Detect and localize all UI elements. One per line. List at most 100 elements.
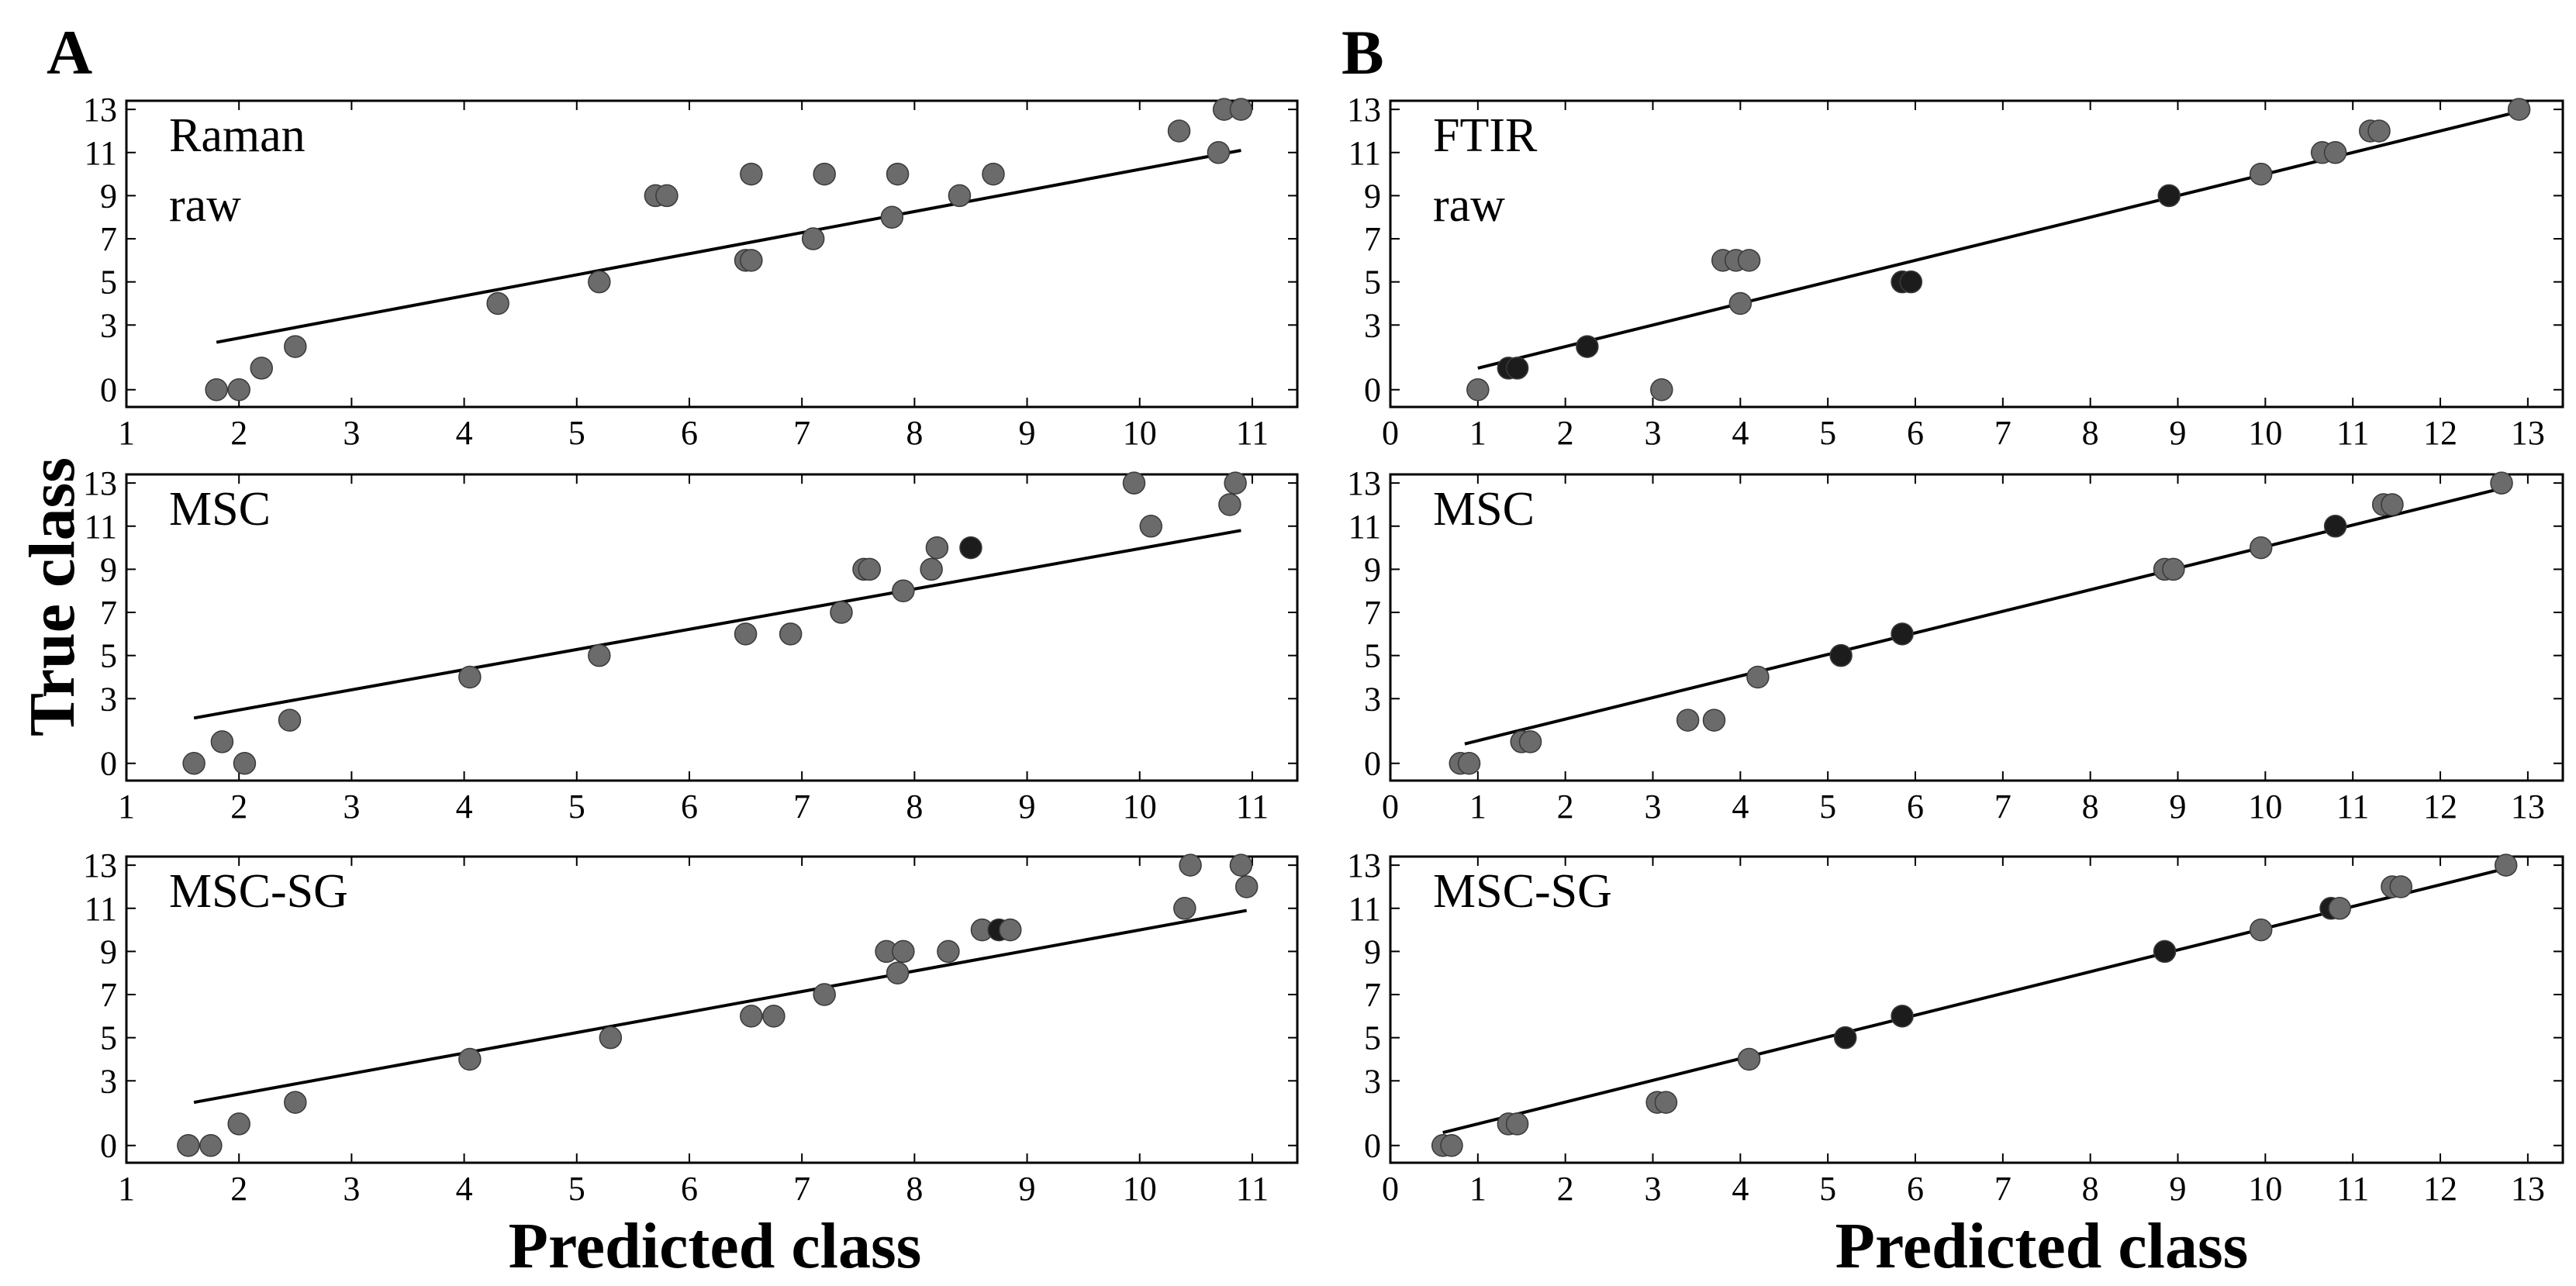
x-tick-label: 6 — [681, 788, 698, 826]
y-tick-label: 3 — [100, 680, 117, 718]
y-tick-label: 13 — [83, 846, 117, 884]
y-tick-label: 13 — [1347, 846, 1381, 884]
data-point — [1518, 730, 1542, 753]
y-tick-label: 7 — [100, 220, 117, 258]
x-tick-label: 11 — [1236, 414, 1269, 452]
data-point — [2367, 119, 2391, 143]
data-point — [1505, 1112, 1529, 1136]
y-tick-label: 11 — [85, 134, 117, 172]
x-tick-label: 3 — [343, 788, 360, 826]
y-tick-label: 11 — [85, 508, 117, 546]
x-tick-label: 11 — [2336, 1170, 2369, 1208]
data-point — [2249, 162, 2273, 186]
x-tick-label: 8 — [2082, 788, 2099, 826]
data-point — [1676, 709, 1700, 732]
x-tick-label: 1 — [118, 1170, 135, 1208]
data-point — [740, 249, 763, 272]
data-point — [892, 579, 915, 602]
x-tick-label: 7 — [1994, 788, 2011, 826]
x-axis-title-b: Predicted class — [1835, 1210, 2249, 1282]
data-point — [655, 184, 679, 208]
y-tick-label: 11 — [1348, 508, 1381, 546]
data-point — [2323, 141, 2347, 164]
y-tick-label: 7 — [1364, 594, 1381, 632]
data-point — [1737, 249, 1761, 272]
data-point — [920, 557, 943, 581]
data-point — [588, 270, 611, 294]
y-tick-label: 9 — [100, 177, 117, 215]
subplot-label: FTIR — [1433, 109, 1538, 162]
data-point — [1229, 853, 1253, 877]
y-tick-label: 13 — [1347, 464, 1381, 502]
x-tick-label: 5 — [568, 788, 585, 826]
y-tick-label: 0 — [100, 1127, 117, 1165]
data-point — [959, 536, 982, 560]
data-point — [948, 184, 972, 208]
x-tick-label: 10 — [2248, 788, 2282, 826]
data-point — [830, 601, 853, 624]
y-tick-label: 5 — [1364, 1019, 1381, 1057]
x-tick-label: 1 — [1469, 788, 1487, 826]
y-tick-label: 13 — [83, 464, 117, 502]
data-point — [734, 622, 758, 646]
data-point — [1833, 1026, 1857, 1050]
data-point — [740, 162, 763, 186]
data-point — [1891, 622, 1914, 646]
data-point — [2381, 493, 2404, 516]
data-point — [458, 665, 482, 689]
x-tick-label: 11 — [2336, 788, 2369, 826]
x-tick-label: 4 — [456, 788, 473, 826]
y-tick-label: 13 — [1347, 91, 1381, 129]
fit-line — [1477, 109, 2520, 370]
data-point — [2249, 918, 2273, 942]
x-tick-label: 10 — [2248, 1170, 2282, 1208]
data-point — [2507, 98, 2531, 121]
plot-frame — [125, 99, 1299, 409]
data-point — [801, 227, 825, 250]
x-tick-label: 13 — [2511, 1170, 2545, 1208]
x-tick-label: 0 — [1382, 788, 1399, 826]
plot-frame — [1389, 855, 2564, 1164]
data-point — [486, 291, 509, 315]
data-point — [813, 162, 836, 186]
x-tick-label: 3 — [1645, 1170, 1662, 1208]
data-point — [937, 940, 960, 964]
data-point — [2157, 184, 2181, 208]
x-tick-label: 2 — [1557, 414, 1574, 452]
fit-line — [193, 908, 1248, 1105]
data-point — [177, 1133, 200, 1157]
data-point — [1891, 1005, 1914, 1028]
data-point — [182, 751, 205, 775]
data-point — [1466, 378, 1490, 402]
data-point — [278, 709, 302, 732]
x-tick-label: 4 — [456, 1170, 473, 1208]
data-point — [886, 162, 910, 186]
x-tick-label: 1 — [118, 414, 135, 452]
subplot-a3: 1 2 3 4 5 6 7 8 9 10 11 0 3 5 7 9 11 13 MSC-SG — [83, 846, 1299, 1208]
data-point — [1576, 335, 1599, 358]
data-point — [227, 378, 250, 402]
y-tick-label: 0 — [100, 745, 117, 783]
data-point — [762, 1005, 786, 1028]
y-tick-label: 7 — [100, 976, 117, 1014]
x-tick-label: 6 — [681, 414, 698, 452]
x-tick-label: 8 — [906, 1170, 923, 1208]
data-point — [740, 1005, 763, 1028]
data-point — [2323, 515, 2347, 538]
data-point — [2162, 557, 2185, 581]
data-point — [880, 205, 904, 229]
x-tick-label: 3 — [1645, 788, 1662, 826]
subplot-label: MSC — [1433, 483, 1535, 536]
data-point — [1234, 875, 1259, 898]
y-tick-label: 7 — [1364, 220, 1381, 258]
subplot-label: MSC-SG — [169, 865, 348, 918]
data-point — [1728, 291, 1752, 315]
x-tick-label: 11 — [1236, 788, 1269, 826]
y-tick-label: 5 — [100, 264, 117, 302]
data-point — [1702, 709, 1726, 732]
data-point — [1650, 378, 1673, 402]
x-tick-label: 6 — [1907, 788, 1924, 826]
